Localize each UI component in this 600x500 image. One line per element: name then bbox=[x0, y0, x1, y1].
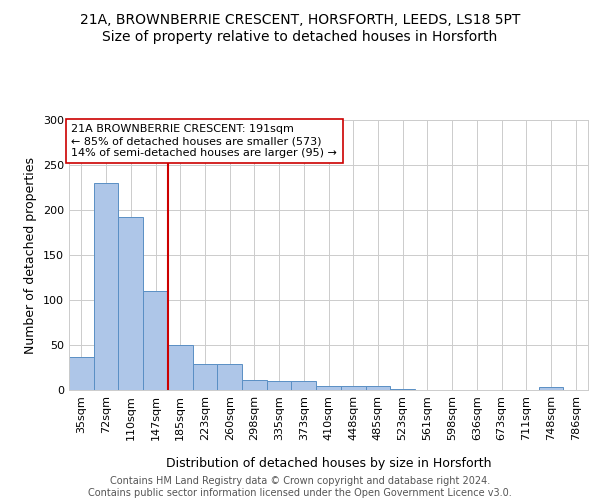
Text: 21A BROWNBERRIE CRESCENT: 191sqm
← 85% of detached houses are smaller (573)
14% : 21A BROWNBERRIE CRESCENT: 191sqm ← 85% o… bbox=[71, 124, 337, 158]
Bar bbox=[539, 388, 563, 390]
Bar bbox=[168, 345, 193, 390]
Bar bbox=[94, 183, 118, 390]
Y-axis label: Number of detached properties: Number of detached properties bbox=[25, 156, 37, 354]
Bar bbox=[69, 356, 94, 390]
Bar bbox=[341, 386, 365, 390]
Text: Size of property relative to detached houses in Horsforth: Size of property relative to detached ho… bbox=[103, 30, 497, 44]
Bar bbox=[118, 217, 143, 390]
Bar bbox=[292, 381, 316, 390]
Bar bbox=[193, 364, 217, 390]
Bar bbox=[143, 291, 168, 390]
Bar bbox=[267, 381, 292, 390]
Text: Contains HM Land Registry data © Crown copyright and database right 2024.
Contai: Contains HM Land Registry data © Crown c… bbox=[88, 476, 512, 498]
Bar bbox=[390, 389, 415, 390]
Bar bbox=[365, 386, 390, 390]
Text: Distribution of detached houses by size in Horsforth: Distribution of detached houses by size … bbox=[166, 458, 491, 470]
Bar bbox=[217, 364, 242, 390]
Bar bbox=[316, 386, 341, 390]
Text: 21A, BROWNBERRIE CRESCENT, HORSFORTH, LEEDS, LS18 5PT: 21A, BROWNBERRIE CRESCENT, HORSFORTH, LE… bbox=[80, 12, 520, 26]
Bar bbox=[242, 380, 267, 390]
